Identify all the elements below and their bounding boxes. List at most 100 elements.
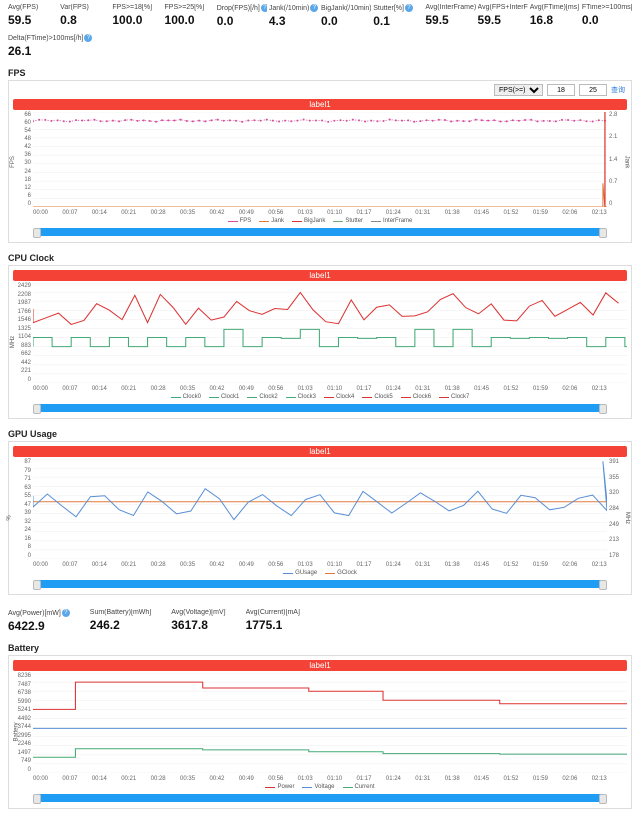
gpu-slider[interactable] [33, 580, 607, 588]
metric: Avg(Power)[mW]? 6422.9 [8, 609, 70, 633]
section-title-fps: FPS [0, 64, 640, 80]
cpu-slider[interactable] [33, 404, 607, 412]
fps-yaxis-right-title: Jank [624, 155, 630, 168]
metric: Avg(FPS+InterFrame)59.5 [478, 4, 528, 28]
metric-value: 1775.1 [246, 618, 300, 632]
battery-legend: Power Voltage Current [9, 782, 631, 792]
battery-slider[interactable] [33, 794, 607, 802]
metric: Drop(FPS)[/h]? 0.0 [217, 4, 267, 28]
metric-label: Stutter[%]? [373, 4, 423, 12]
metric-label: FPS>=18[%] [112, 4, 162, 11]
metric-label: Drop(FPS)[/h]? [217, 4, 267, 12]
metric-label: Var(FPS) [60, 4, 110, 11]
metric-value: 0.0 [582, 13, 632, 27]
help-icon[interactable]: ? [261, 4, 267, 12]
help-icon[interactable]: ? [405, 4, 413, 12]
cpu-legend: Clock0 Clock1 Clock2 Clock3 Clock4 Clock5 Cloc… [9, 392, 631, 402]
legend-item[interactable]: Stutter [333, 218, 363, 224]
legend-item[interactable]: Jank [259, 218, 284, 224]
legend-item[interactable]: Clock6 [401, 394, 431, 400]
metric-value: 0.0 [217, 14, 267, 28]
metric-value: 3617.8 [171, 618, 225, 632]
legend-item[interactable]: InterFrame [371, 218, 412, 224]
label-bar: label1 [13, 99, 627, 110]
battery-xaxis: 00:0000:0700:1400:2100:2800:3500:4200:49… [9, 775, 631, 782]
fps-plot [33, 112, 607, 207]
battery-plot [33, 673, 627, 773]
metric: Delta(FTime)>100ms[/h]? 26.1 [8, 34, 92, 58]
fps-yaxis-left: 6660544842363024181260 [13, 112, 33, 207]
metric-value: 16.8 [530, 13, 580, 27]
metric-label: Avg(FPS) [8, 4, 58, 11]
fps-legend: FPS Jank BigJank Stutter InterFrame [9, 216, 631, 226]
legend-item[interactable]: Clock7 [439, 394, 469, 400]
metric: FTime>=100ms[%]0.0 [582, 4, 632, 28]
metrics-row-power: Avg(Power)[mW]? 6422.9 Sum(Battery)[mWh]24… [0, 601, 640, 639]
legend-item[interactable]: Clock4 [324, 394, 354, 400]
metrics-row-second: Delta(FTime)>100ms[/h]? 26.1 [0, 28, 640, 64]
gpu-yaxis-left: 8779716355473932241680 [13, 459, 33, 559]
gpu-yaxis-right-title: MHz [624, 512, 630, 524]
legend-item[interactable]: GClock [325, 570, 357, 576]
help-icon[interactable]: ? [84, 34, 92, 42]
metric-label: Delta(FTime)>100ms[/h]? [8, 34, 92, 42]
chart-fps: FPS(>=) 查询 label1 FPS 666054484236302418… [8, 80, 632, 243]
label-bar: label1 [13, 270, 627, 281]
legend-item[interactable]: Clock2 [247, 394, 277, 400]
chart-gpu: label1 % 8779716355473932241680 39135532… [8, 441, 632, 595]
metric-label: BigJank(/10min)? [321, 4, 371, 12]
fps-slider[interactable] [33, 228, 607, 236]
legend-item[interactable]: Clock3 [286, 394, 316, 400]
gpu-plot [33, 459, 607, 559]
legend-item[interactable]: GUsage [283, 570, 317, 576]
metric-label: Avg(Voltage)[mV] [171, 609, 225, 616]
metric: Avg(Current)[mA]1775.1 [246, 609, 300, 633]
battery-yaxis-left-title: Battery [14, 722, 20, 741]
legend-item[interactable]: Clock1 [209, 394, 239, 400]
fps-threshold-1[interactable] [547, 84, 575, 96]
legend-item[interactable]: Current [343, 784, 375, 790]
metric: FPS>=18[%] 100.0 [112, 4, 162, 28]
metrics-row-top: Avg(FPS)59.5Var(FPS)0.8FPS>=18[%]100.0FP… [0, 0, 640, 28]
fps-selector[interactable]: FPS(>=) [494, 84, 543, 96]
legend-item[interactable]: Clock0 [171, 394, 201, 400]
metric-value: 100.0 [112, 13, 162, 27]
metric-value: 26.1 [8, 44, 92, 58]
cpu-yaxis-left-title: MHz [10, 336, 16, 348]
metric: Avg(Voltage)[mV] 3617.8 [171, 609, 225, 633]
help-icon[interactable]: ? [310, 4, 318, 12]
metric-label: Avg(Power)[mW]? [8, 609, 70, 617]
metric: Sum(Battery)[mWh]246.2 [90, 609, 151, 633]
legend-item[interactable]: BigJank [292, 218, 325, 224]
metric: BigJank(/10min)? 0.0 [321, 4, 371, 28]
metric: Avg(FTime)[ms] 16.8 [530, 4, 580, 28]
section-title-cpu: CPU Clock [0, 249, 640, 265]
chart-battery: label1 Battery 8236748767385990524144923… [8, 655, 632, 809]
legend-item[interactable]: Power [265, 784, 294, 790]
metric-value: 0.0 [321, 14, 371, 28]
metric-value: 59.5 [8, 13, 58, 27]
metric-value: 0.8 [60, 13, 110, 27]
metric-value: 59.5 [478, 13, 528, 27]
gpu-xaxis: 00:0000:0700:1400:2100:2800:3500:4200:49… [9, 561, 631, 568]
label-bar: label1 [13, 446, 627, 457]
gpu-legend: GUsage GClock [9, 568, 631, 578]
metric-value: 246.2 [90, 618, 151, 632]
metric-value: 4.3 [269, 14, 319, 28]
metric: Avg(FPS) 59.5 [8, 4, 58, 28]
fps-query-link[interactable]: 查询 [611, 85, 625, 95]
legend-item[interactable]: Voltage [302, 784, 334, 790]
metric-label: Avg(FTime)[ms] [530, 4, 580, 11]
metric-value: 59.5 [425, 13, 475, 27]
fps-header: FPS(>=) 查询 [9, 81, 631, 99]
metric-value: 6422.9 [8, 619, 70, 633]
fps-threshold-2[interactable] [579, 84, 607, 96]
legend-item[interactable]: FPS [228, 218, 252, 224]
legend-item[interactable]: Clock5 [362, 394, 392, 400]
metric: Avg(InterFrame)59.5 [425, 4, 475, 28]
help-icon[interactable]: ? [62, 609, 70, 617]
cpu-yaxis-left: 2429220819871766154613251104883662442221… [13, 283, 33, 383]
section-title-battery: Battery [0, 639, 640, 655]
fps-xaxis: 00:0000:0700:1400:2100:2800:3500:4200:49… [9, 209, 631, 216]
metric: Var(FPS) 0.8 [60, 4, 110, 28]
